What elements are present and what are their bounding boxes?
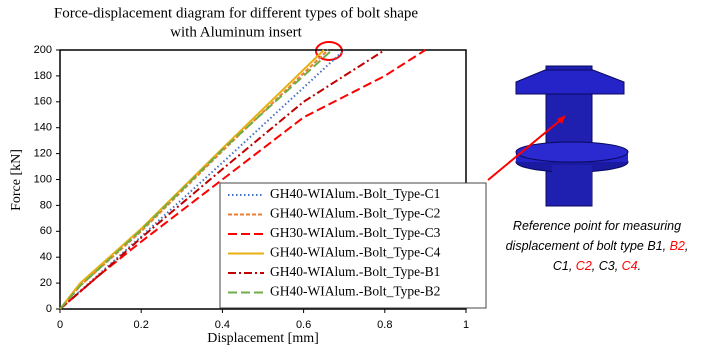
annotation-line: Reference point for measuring — [513, 219, 681, 233]
legend-label: GH40-WIAlum.-Bolt_Type-B2 — [270, 284, 440, 299]
annotation-run: , C3, — [592, 259, 622, 273]
y-axis-label: Force [kN] — [9, 149, 24, 211]
annotation-run: C4 — [622, 259, 638, 273]
annotation-run: displacement of bolt type B1, — [506, 239, 670, 253]
x-tick-label: 0.6 — [296, 319, 311, 331]
y-tick-label: 100 — [34, 173, 52, 185]
legend-label: GH40-WIAlum.-Bolt_Type-C2 — [270, 206, 440, 221]
y-tick-label: 160 — [34, 96, 52, 108]
annotation-run: B2 — [670, 239, 685, 253]
y-tick-label: 120 — [34, 148, 52, 160]
legend-label: GH40-WIAlum.-Bolt_Type-C1 — [270, 186, 440, 201]
x-tick-label: 0.2 — [134, 319, 149, 331]
x-tick-label: 1 — [463, 319, 469, 331]
chart-title: Force-displacement diagram for different… — [54, 5, 419, 21]
y-tick-label: 140 — [34, 122, 52, 134]
legend-label: GH40-WIAlum.-Bolt_Type-B1 — [270, 264, 440, 279]
x-axis-label: Displacement [mm] — [207, 331, 319, 346]
annotation-line: displacement of bolt type B1, B2, — [506, 239, 689, 253]
y-tick-label: 0 — [46, 303, 52, 315]
annotation-run: , — [685, 239, 688, 253]
legend-label: GH30-WIAlum.-Bolt_Type-C3 — [270, 225, 441, 240]
y-tick-label: 20 — [40, 277, 52, 289]
x-tick-label: 0.4 — [215, 319, 230, 331]
x-tick-label: 0.8 — [377, 319, 392, 331]
annotation-run: C2 — [576, 259, 592, 273]
annotation-run: . — [638, 259, 641, 273]
annotation-line: C1, C2, C3, C4. — [553, 259, 641, 273]
chart-title: with Aluminum insert — [170, 24, 303, 40]
annotation-run: Reference point for measuring — [513, 219, 681, 233]
chart: Force-displacement diagram for different… — [0, 0, 703, 353]
y-tick-label: 40 — [40, 251, 52, 263]
y-tick-label: 80 — [40, 199, 52, 211]
y-tick-label: 60 — [40, 225, 52, 237]
y-tick-label: 200 — [34, 44, 52, 56]
x-tick-label: 0 — [57, 319, 63, 331]
legend-label: GH40-WIAlum.-Bolt_Type-C4 — [270, 245, 441, 260]
bolt-figure — [488, 66, 628, 206]
annotation-run: C1, — [553, 259, 576, 273]
y-tick-label: 180 — [34, 70, 52, 82]
